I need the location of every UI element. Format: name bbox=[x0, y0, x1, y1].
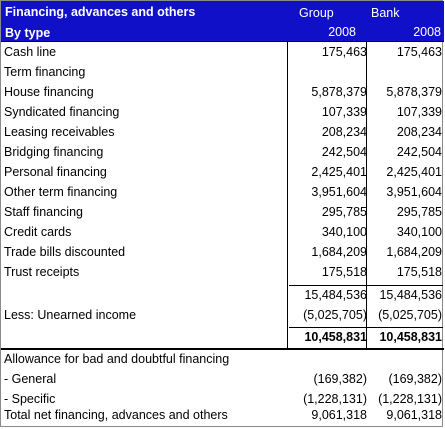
row-label: Syndicated financing bbox=[4, 105, 120, 119]
row-label: Total net financing, advances and others bbox=[4, 408, 228, 422]
bank-value: 175,463 bbox=[396, 45, 442, 59]
group-value: (169,382) bbox=[313, 372, 367, 386]
row-label: Leasing receivables bbox=[4, 125, 115, 139]
row-label: Trade bills discounted bbox=[4, 245, 126, 259]
table-row: Credit cards 340,100 340,100 bbox=[1, 223, 444, 243]
subtotal-rule bbox=[289, 285, 443, 286]
table-row: House financing 5,878,379 5,878,379 bbox=[1, 83, 444, 103]
group-value: 175,463 bbox=[321, 45, 367, 59]
group-value: 1,684,209 bbox=[311, 245, 367, 259]
row-label: House financing bbox=[4, 85, 94, 99]
section-divider bbox=[1, 348, 444, 350]
allowance-heading-row: Allowance for bad and doubtful financing bbox=[1, 350, 444, 370]
net-total-row: 10,458,831 10,458,831 bbox=[1, 328, 444, 348]
header-divider bbox=[1, 41, 444, 42]
bank-value: (5,025,705) bbox=[378, 308, 442, 322]
bank-value: 15,484,536 bbox=[379, 288, 442, 302]
bank-column-header: Bank bbox=[371, 6, 400, 20]
bank-value: 3,951,604 bbox=[386, 185, 442, 199]
row-label: Personal financing bbox=[4, 165, 107, 179]
group-year-header: 2008 bbox=[328, 25, 356, 39]
bank-value: 242,504 bbox=[396, 145, 442, 159]
table-subtitle: By type bbox=[5, 26, 51, 40]
bank-value: 1,684,209 bbox=[386, 245, 442, 259]
bank-value: 175,518 bbox=[396, 265, 442, 279]
group-value: 10,458,831 bbox=[304, 330, 367, 344]
group-value: 15,484,536 bbox=[304, 288, 367, 302]
bank-value: 295,785 bbox=[396, 205, 442, 219]
group-value: 242,504 bbox=[321, 145, 367, 159]
group-value: 295,785 bbox=[321, 205, 367, 219]
group-value: 2,425,401 bbox=[311, 165, 367, 179]
group-value: (5,025,705) bbox=[303, 308, 367, 322]
table-row: Trade bills discounted 1,684,209 1,684,2… bbox=[1, 243, 444, 263]
bank-value: 208,234 bbox=[396, 125, 442, 139]
group-value: 208,234 bbox=[321, 125, 367, 139]
bank-value: 107,339 bbox=[396, 105, 442, 119]
row-label: Trust receipts bbox=[4, 265, 80, 279]
table-row: Staff financing 295,785 295,785 bbox=[1, 203, 444, 223]
row-label: Staff financing bbox=[4, 205, 83, 219]
row-label: - Specific bbox=[4, 392, 56, 406]
bank-column-divider bbox=[366, 42, 367, 350]
allowance-heading: Allowance for bad and doubtful financing bbox=[4, 352, 230, 366]
row-label: Bridging financing bbox=[4, 145, 104, 159]
row-label: - General bbox=[4, 372, 57, 386]
table-row: - General (169,382) (169,382) bbox=[1, 370, 444, 390]
table-row: Bridging financing 242,504 242,504 bbox=[1, 143, 444, 163]
bank-value: 10,458,831 bbox=[379, 330, 442, 344]
table-row: Syndicated financing 107,339 107,339 bbox=[1, 103, 444, 123]
table-row: Leasing receivables 208,234 208,234 bbox=[1, 123, 444, 143]
table-row: Less: Unearned income (5,025,705) (5,025… bbox=[1, 306, 444, 326]
group-column-divider bbox=[287, 42, 288, 350]
group-value: 5,878,379 bbox=[311, 85, 367, 99]
group-value: (1,228,131) bbox=[303, 392, 367, 406]
bank-value: 340,100 bbox=[396, 225, 442, 239]
table-row: Personal financing 2,425,401 2,425,401 bbox=[1, 163, 444, 183]
subtotal-row: 15,484,536 15,484,536 bbox=[1, 286, 444, 306]
row-label: Other term financing bbox=[4, 185, 118, 199]
group-value: 107,339 bbox=[321, 105, 367, 119]
table-title: Financing, advances and others bbox=[5, 5, 196, 19]
row-label: Cash line bbox=[4, 45, 57, 59]
group-value: 3,951,604 bbox=[311, 185, 367, 199]
table-header: Financing, advances and others By type G… bbox=[1, 1, 444, 41]
table-row: Other term financing 3,951,604 3,951,604 bbox=[1, 183, 444, 203]
bank-value: (1,228,131) bbox=[378, 392, 442, 406]
net-total-rule bbox=[289, 327, 443, 328]
bank-year-header: 2008 bbox=[413, 25, 441, 39]
row-label: Less: Unearned income bbox=[4, 308, 137, 322]
bank-value: 9,061,318 bbox=[386, 408, 442, 422]
table-row: Cash line 175,463 175,463 bbox=[1, 43, 444, 63]
table-row: Trust receipts 175,518 175,518 bbox=[1, 263, 444, 283]
row-label: Credit cards bbox=[4, 225, 72, 239]
bank-value: 2,425,401 bbox=[386, 165, 442, 179]
table-row: Term financing bbox=[1, 63, 444, 83]
row-label: Term financing bbox=[4, 65, 86, 79]
group-value: 9,061,318 bbox=[311, 408, 367, 422]
bank-value: 5,878,379 bbox=[386, 85, 442, 99]
total-row: Total net financing, advances and others… bbox=[1, 406, 444, 426]
group-column-header: Group bbox=[299, 6, 334, 20]
table-row: - Specific (1,228,131) (1,228,131) bbox=[1, 390, 444, 410]
bank-value: (169,382) bbox=[388, 372, 442, 386]
group-value: 175,518 bbox=[321, 265, 367, 279]
group-value: 340,100 bbox=[321, 225, 367, 239]
